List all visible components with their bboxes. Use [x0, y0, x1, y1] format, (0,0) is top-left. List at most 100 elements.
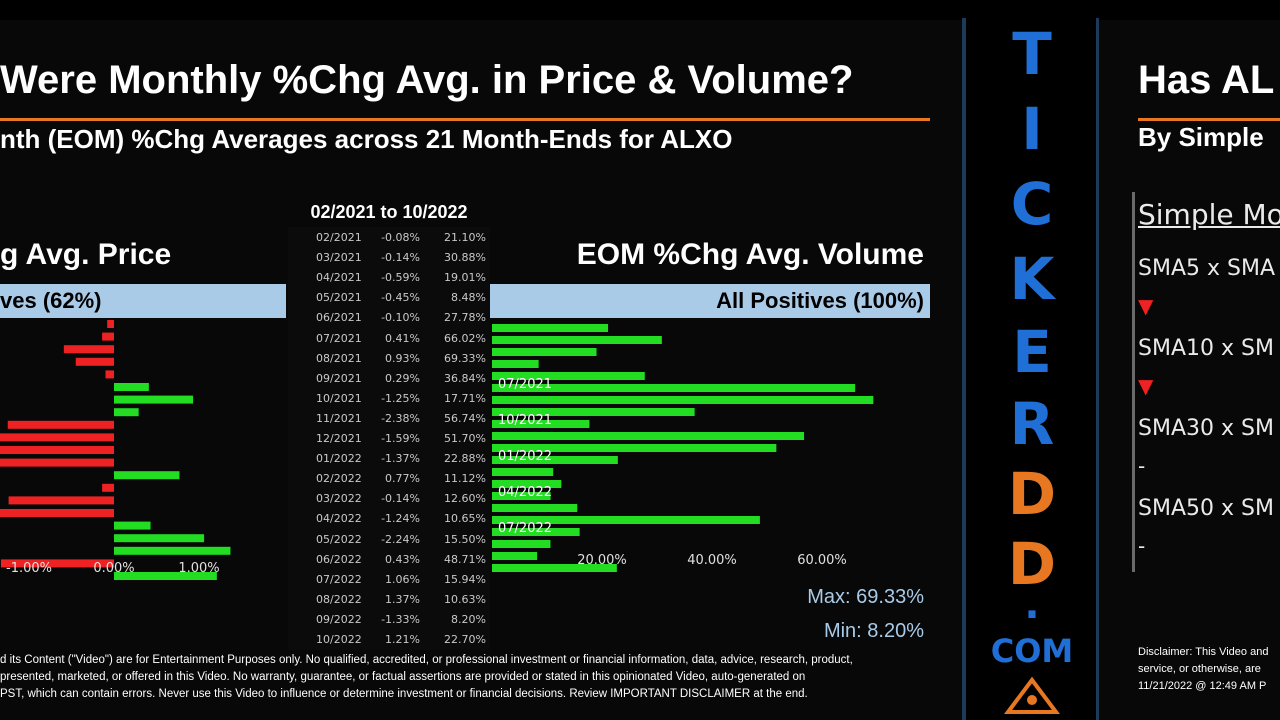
- table-row: 09/2021 0.29% 36.84%: [288, 368, 490, 388]
- volume-bar: [492, 324, 609, 332]
- price-bar: [102, 483, 114, 492]
- price-bar: [102, 332, 114, 341]
- sma-item-label: SMA5 x SMA: [1138, 256, 1275, 281]
- price-bar: [114, 534, 205, 543]
- table-cell-month: 07/2022: [316, 572, 362, 586]
- table-cell-price: -2.38%: [381, 411, 420, 425]
- table-row: 06/2021 -0.10% 27.78%: [288, 307, 490, 327]
- table-cell-price: -0.14%: [381, 251, 420, 265]
- right-disclaimer-text: Disclaimer: This Video and service, or o…: [1138, 644, 1268, 695]
- volume-tick-label: 20.00%: [577, 553, 627, 568]
- table-cell-volume: 19.01%: [444, 271, 486, 285]
- volume-bar: [492, 480, 562, 488]
- volume-bar: [492, 504, 578, 512]
- right-divider: [1132, 192, 1135, 572]
- max-label: Max: 69.33%: [807, 586, 924, 608]
- price-summary-label: ves (62%): [0, 288, 102, 313]
- price-bar: [0, 446, 114, 454]
- volume-bar: [492, 516, 760, 524]
- brand-com: COM: [990, 632, 1074, 670]
- right-slide-subtitle: By Simple: [1138, 122, 1264, 152]
- table-row: 02/2022 0.77% 11.12%: [288, 468, 490, 488]
- brand-letter: D: [1007, 530, 1057, 598]
- volume-bar: [492, 456, 618, 464]
- table-row: 06/2022 0.43% 48.71%: [288, 549, 490, 569]
- volume-bar: [492, 492, 551, 500]
- table-cell-price: -0.10%: [381, 311, 420, 325]
- table-cell-volume: 12.60%: [444, 492, 486, 506]
- table-cell-price: -0.08%: [381, 231, 420, 244]
- table-row: 09/2022 -1.33% 8.20%: [288, 609, 490, 629]
- table-cell-month: 06/2022: [316, 552, 362, 566]
- volume-bar: [492, 432, 805, 440]
- table-cell-volume: 30.88%: [444, 251, 486, 265]
- brand-column: T I C K E R D D . COM: [966, 0, 1098, 720]
- table-cell-price: -1.25%: [381, 391, 420, 405]
- table-row: 05/2022 -2.24% 15.50%: [288, 529, 490, 549]
- price-bar: [0, 509, 114, 517]
- brand-letter: K: [1009, 245, 1055, 313]
- price-bar: [0, 559, 115, 568]
- price-tick-label: 1.00%: [178, 561, 219, 576]
- table-row: 11/2021 -2.38% 56.74%: [288, 408, 490, 428]
- table-cell-month: 09/2022: [316, 612, 362, 626]
- volume-bar: [492, 552, 538, 560]
- volume-bar: [492, 528, 580, 536]
- slide-title: Were Monthly %Chg Avg. in Price & Volume…: [0, 58, 854, 102]
- volume-bar: [492, 348, 597, 356]
- price-chart-header: g Avg. Price: [0, 238, 172, 271]
- volume-category-label: 10/2021: [498, 413, 552, 428]
- table-row: 07/2022 1.06% 15.94%: [288, 569, 490, 589]
- table-row: 04/2022 -1.24% 10.65%: [288, 508, 490, 528]
- table-cell-price: -1.33%: [381, 612, 420, 626]
- volume-bar: [492, 372, 645, 380]
- volume-category-label: 01/2022: [498, 449, 552, 464]
- min-label: Min: 8.20%: [823, 620, 924, 642]
- price-bar: [7, 420, 114, 429]
- price-bar: [107, 320, 114, 328]
- table-cell-month: 12/2021: [316, 432, 362, 445]
- table-cell-month: 06/2021: [316, 311, 362, 325]
- table-cell-price: -0.14%: [381, 492, 420, 506]
- table-cell-month: 10/2022: [316, 633, 362, 646]
- warning-triangle-icon: [1004, 676, 1060, 714]
- price-tick-label: -1.00%: [6, 561, 52, 576]
- table-cell-price: -2.24%: [381, 532, 420, 546]
- table-cell-price: -1.37%: [381, 452, 420, 466]
- table-cell-month: 04/2022: [316, 512, 362, 526]
- brand-dot: .: [1024, 582, 1040, 628]
- table-cell-volume: 22.88%: [444, 452, 486, 466]
- table-cell-price: -0.59%: [381, 271, 420, 285]
- table-cell-volume: 21.10%: [444, 231, 486, 244]
- price-bar: [114, 521, 151, 530]
- disclaimer-text: d its Content ("Video") are for Entertai…: [0, 652, 940, 703]
- volume-bar: [492, 384, 856, 392]
- sma-section-header: Simple Mo: [1138, 198, 1280, 231]
- disclaimer-line: Disclaimer: This Video and: [1138, 646, 1269, 658]
- price-bar: [105, 370, 114, 379]
- table-cell-month: 03/2021: [316, 251, 362, 265]
- brand-letter: E: [1012, 318, 1052, 386]
- table-cell-month: 04/2021: [316, 271, 362, 285]
- volume-bar: [492, 396, 874, 404]
- table-cell-volume: 15.94%: [444, 572, 486, 586]
- price-bar: [8, 496, 115, 505]
- table-row: 10/2022 1.21% 22.70%: [288, 629, 490, 649]
- brand-letter: R: [1009, 390, 1055, 458]
- table-cell-price: -0.45%: [381, 291, 420, 305]
- right-slide-title: Has AL: [1138, 58, 1275, 102]
- table-cell-month: 05/2021: [316, 291, 362, 305]
- title-underline: [0, 118, 930, 121]
- table-row: 05/2021 -0.45% 8.48%: [288, 287, 490, 307]
- sma-item-label: SMA30 x SM: [1138, 416, 1274, 441]
- price-bar: [0, 433, 114, 442]
- table-cell-month: 01/2022: [316, 452, 362, 466]
- right-slide-border: [1096, 18, 1099, 720]
- volume-summary-label: All Positives (100%): [716, 288, 924, 313]
- price-bar: [114, 471, 180, 480]
- table-cell-month: 07/2021: [316, 331, 362, 345]
- volume-bar-chart: 07/2021 10/2021 01/2022 04/2022 07/2022 20.00…: [492, 324, 874, 572]
- table-cell-volume: 22.70%: [444, 633, 486, 646]
- down-arrow-icon: ▼: [1138, 294, 1154, 318]
- sma-signal: -: [1138, 534, 1146, 558]
